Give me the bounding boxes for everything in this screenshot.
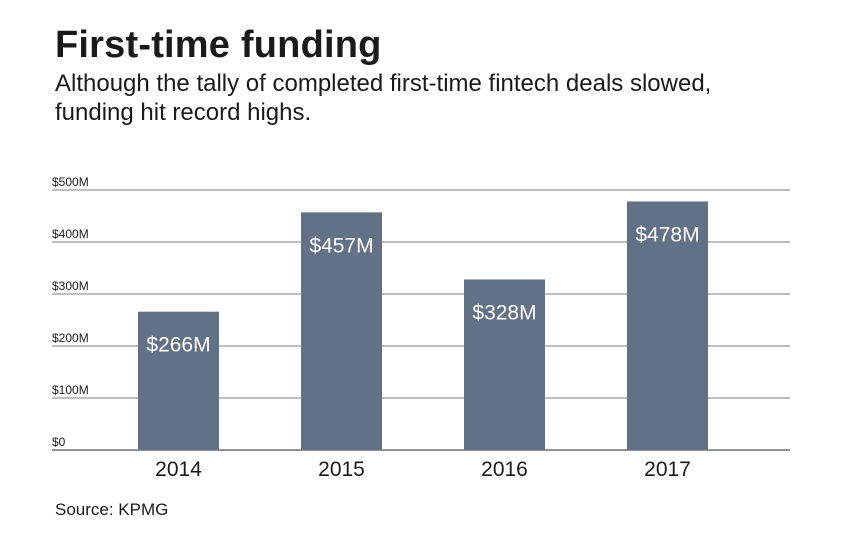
bar-value-label: $328M	[472, 301, 536, 324]
y-tick-label: $200M	[52, 331, 89, 345]
bar	[138, 311, 219, 450]
bar-value-label: $266M	[146, 334, 210, 357]
x-tick-label: 2014	[155, 458, 202, 481]
bar-value-label: $478M	[635, 223, 699, 246]
bar	[627, 201, 708, 450]
source-note: Source: KPMG	[55, 500, 169, 519]
bar-value-label: $457M	[309, 234, 373, 257]
y-tick-label: $400M	[52, 227, 89, 241]
y-tick-label: $100M	[52, 383, 89, 397]
chart-title: First-time funding	[55, 24, 382, 66]
x-tick-label: 2015	[318, 458, 365, 481]
bar-chart: $0 $100M $200M $300M $400M $500M $266M 2014 $457…	[52, 175, 790, 481]
x-tick-label: 2017	[644, 458, 691, 481]
x-tick-label: 2016	[481, 458, 528, 481]
chart-subtitle: Although the tally of completed first-ti…	[55, 70, 712, 126]
y-tick-label: $300M	[52, 279, 89, 293]
bar	[464, 279, 545, 450]
y-tick-label: $500M	[52, 175, 89, 189]
y-tick-label: $0	[52, 435, 66, 449]
bar	[301, 212, 382, 450]
